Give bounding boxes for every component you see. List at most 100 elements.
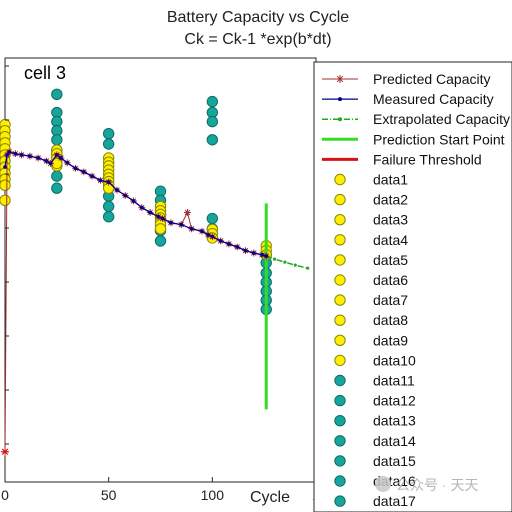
measured-point-18 (123, 193, 128, 198)
measured-point-20 (140, 205, 144, 210)
legend-swatch-marker (334, 173, 346, 186)
measured-point-15 (98, 178, 103, 183)
legend-item-data11: data11 (334, 373, 415, 389)
measured-point-28 (206, 233, 210, 237)
measured-point-29 (210, 234, 215, 239)
legend-swatch-marker (334, 475, 346, 487)
legend-label: data10 (373, 352, 416, 368)
measured-point-12 (73, 166, 78, 171)
measured-point-11 (65, 160, 69, 165)
data11-point-4 (51, 134, 63, 146)
legend-swatch-marker (334, 394, 346, 407)
measured-point-10 (59, 156, 63, 160)
legend: Predicted Capacity Measured Capacity Extra… (313, 61, 512, 512)
legend-item-extrapolated-capacity: Extrapolated Capacity (322, 111, 510, 127)
legend-swatch-marker (338, 97, 342, 102)
x-tick-label-1: 50 (101, 487, 117, 503)
watermark-text: 公众号 · 天天 (396, 477, 478, 493)
legend-label: data11 (373, 373, 415, 389)
legend-swatch-marker (336, 75, 344, 83)
legend-label: data15 (373, 453, 416, 469)
data14-point-2 (206, 115, 219, 128)
cell-annotation: cell 3 (24, 63, 66, 83)
measured-point-34 (252, 251, 256, 255)
legend-swatch-marker (334, 294, 346, 306)
data12-point-0 (102, 128, 115, 140)
legend-item-measured-capacity: Measured Capacity (322, 91, 494, 107)
measured-point-27 (200, 229, 204, 234)
legend-label: data4 (373, 232, 408, 248)
legend-item-data7: data7 (334, 292, 408, 308)
watermark: 公众号 · 天天 (375, 476, 478, 493)
measured-point-7 (44, 159, 49, 163)
legend-swatch-marker (334, 435, 346, 447)
legend-label: Prediction Start Point (373, 131, 505, 147)
data11-point-0 (51, 88, 63, 101)
legend-item-data14: data14 (334, 433, 416, 449)
measured-point-26 (189, 227, 194, 231)
legend-swatch-marker (334, 214, 346, 226)
legend-item-data6: data6 (334, 272, 408, 288)
legend-item-prediction-start-point: Prediction Start Point (322, 131, 505, 147)
measured-point-16 (106, 180, 111, 184)
legend-item-data17: data17 (334, 493, 416, 509)
data4-point-6 (154, 223, 167, 235)
legend-swatch-marker (334, 254, 346, 266)
measured-point-30 (218, 239, 223, 243)
measured-point-24 (169, 220, 173, 225)
legend-swatch-marker (334, 314, 346, 326)
legend-label: data2 (373, 192, 408, 208)
series-data12 (102, 128, 115, 223)
predicted-marker-26 (184, 209, 191, 216)
legend-swatch-marker (334, 495, 346, 507)
legend-label: data5 (373, 252, 408, 268)
legend-item-data3: data3 (334, 212, 408, 228)
data13-point-4 (154, 235, 167, 247)
measured-point-2 (7, 150, 11, 154)
data14-point-4 (206, 212, 219, 225)
measured-point-8 (48, 161, 53, 166)
x-tick-label-0: 0 (1, 487, 9, 503)
wechat-icon (375, 476, 391, 492)
measured-point-5 (28, 154, 32, 158)
legend-label: data3 (373, 212, 408, 228)
legend-items: Predicted Capacity Measured Capacity Extra… (322, 71, 510, 509)
legend-label: Extrapolated Capacity (373, 111, 510, 127)
legend-item-data9: data9 (334, 332, 408, 348)
legend-swatch-marker (334, 354, 346, 367)
measured-point-17 (115, 188, 119, 192)
legend-item-data10: data10 (334, 352, 416, 368)
measured-point-23 (160, 216, 165, 221)
data14-point-0 (206, 95, 219, 108)
measured-point-6 (36, 156, 40, 160)
data1-point-11 (0, 194, 11, 207)
data12-point-3 (102, 200, 115, 213)
legend-label: data17 (373, 493, 416, 509)
legend-label: data7 (373, 292, 408, 308)
legend-swatch-marker (338, 117, 342, 122)
extrapolated-point-2 (283, 260, 287, 264)
measured-point-4 (19, 153, 24, 157)
legend-label: data8 (373, 312, 408, 328)
data11-point-6 (51, 170, 63, 182)
legend-label: data12 (373, 393, 416, 409)
chart-title: Battery Capacity vs Cycle (167, 9, 349, 26)
measured-point-35 (260, 253, 264, 257)
data12-point-1 (102, 138, 115, 150)
legend-label: data9 (373, 332, 408, 348)
measured-point-19 (131, 199, 136, 203)
legend-label: data6 (373, 272, 408, 288)
legend-swatch-marker (334, 274, 346, 286)
x-tick-label-2: 100 (201, 487, 225, 503)
legend-item-failure-threshold: Failure Threshold (322, 151, 482, 167)
data1-point-10 (0, 179, 11, 191)
plot-layer (0, 88, 310, 456)
data14-point-3 (206, 134, 219, 146)
measured-point-1 (5, 153, 9, 157)
data11-point-7 (51, 182, 63, 194)
measured-point-21 (148, 210, 152, 215)
legend-label: Failure Threshold (373, 151, 482, 167)
legend-swatch-marker (334, 334, 346, 346)
extrapolated-point-3 (293, 263, 297, 267)
